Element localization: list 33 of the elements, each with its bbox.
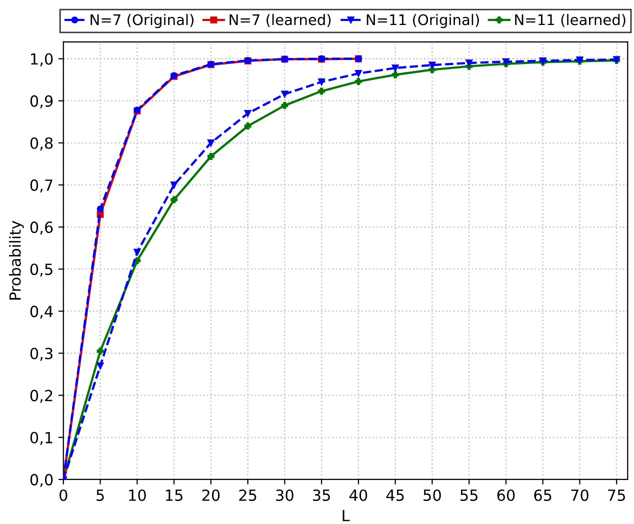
x-tick-label: 15: [166, 490, 182, 502]
y-tick-label: 0,0: [30, 474, 53, 488]
x-tick-label: 45: [386, 490, 404, 502]
y-tick-label: 0,8: [30, 137, 53, 150]
x-tick-label: 5: [96, 490, 104, 502]
y-tick-label: 0,1: [30, 432, 52, 445]
legend-label: N=7 (learned): [230, 14, 331, 27]
x-tick-label: 20: [202, 489, 220, 502]
y-tick-label: 0,7: [30, 179, 52, 193]
x-tick-label: 40: [349, 489, 368, 502]
y-tick-label: 0,9: [30, 95, 53, 108]
x-tick-label: 65: [534, 489, 552, 502]
legend-label: N=11 (Original): [366, 14, 479, 28]
y-tick-label: 0,2: [30, 390, 52, 403]
y-tick-label: 0,3: [30, 348, 52, 361]
x-axis-title: L: [342, 510, 350, 522]
y-tick-label: 0,4: [30, 306, 53, 319]
x-tick-label: 60: [497, 489, 515, 502]
y-tick-label: 1,0: [31, 53, 53, 66]
x-tick-label: 25: [239, 489, 256, 502]
x-tick-label: 75: [608, 490, 625, 502]
x-tick-label: 30: [276, 489, 294, 502]
x-tick-label: 10: [129, 489, 146, 502]
x-tick-label: 35: [313, 489, 330, 502]
x-tick-label: 70: [571, 489, 588, 502]
x-tick-label: 50: [424, 489, 441, 502]
legend-label: N=7 (Original): [90, 14, 194, 28]
y-axis-title: Probability: [9, 220, 24, 300]
y-tick-label: 0,6: [30, 222, 53, 235]
legend-label: N=11 (learned): [515, 14, 626, 27]
y-tick-label: 0,5: [30, 264, 52, 277]
x-tick-label: 55: [460, 490, 478, 502]
x-tick-label: 0: [60, 489, 68, 502]
